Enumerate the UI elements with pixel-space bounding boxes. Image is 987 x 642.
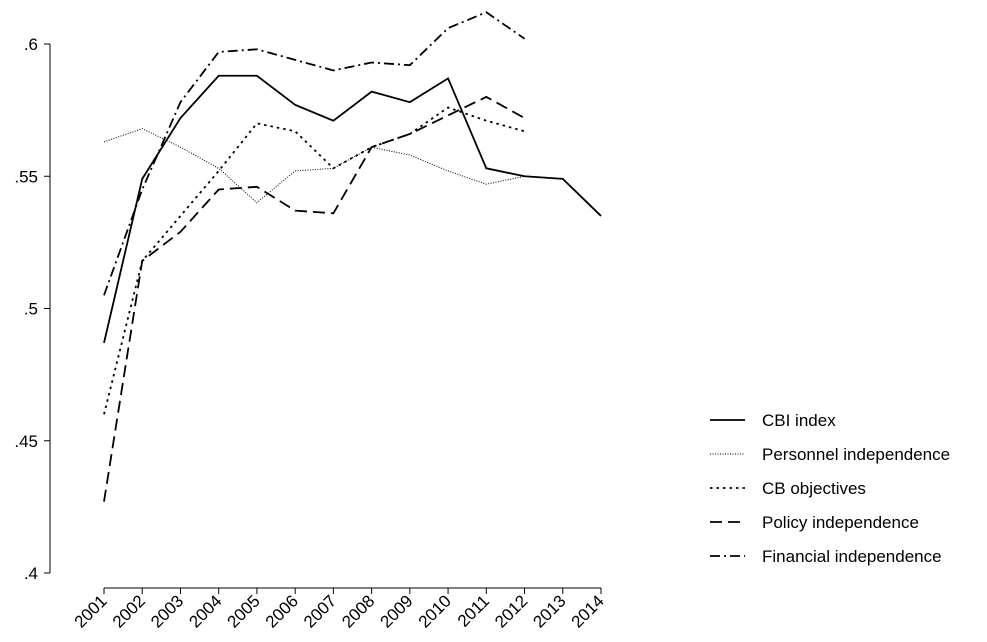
y-tick-label: .6 — [24, 35, 38, 54]
legend-label: Personnel independence — [762, 445, 950, 464]
y-tick-label: .5 — [24, 300, 38, 319]
legend-label: Policy independence — [762, 513, 919, 532]
x-tick-label: 2009 — [376, 591, 416, 631]
y-tick-label: .55 — [14, 167, 38, 186]
x-tick-label: 2011 — [454, 591, 493, 630]
series-line — [103, 11, 526, 296]
legend-label: CB objectives — [762, 479, 866, 498]
x-tick-label: 2001 — [71, 591, 111, 631]
x-tick-label: 2013 — [529, 591, 569, 631]
legend-label: Financial independence — [762, 547, 942, 566]
x-tick-label: 2004 — [185, 591, 225, 631]
y-tick-label: .45 — [14, 432, 38, 451]
x-tick-label: 2005 — [224, 591, 264, 631]
x-tick-label: 2008 — [338, 591, 378, 631]
x-tick-label: 2002 — [109, 591, 149, 631]
legend-label: CBI index — [762, 411, 836, 430]
x-tick-label: 2014 — [568, 591, 608, 631]
x-tick-label: 2007 — [300, 591, 340, 631]
series-line — [103, 128, 525, 204]
x-tick-label: 2012 — [491, 591, 531, 631]
x-tick-label: 2010 — [415, 591, 455, 631]
x-tick-label: 2006 — [262, 591, 302, 631]
series-line — [103, 74, 602, 344]
series-line — [103, 106, 525, 415]
x-tick-label: 2003 — [147, 591, 187, 631]
y-tick-label: .4 — [24, 564, 38, 583]
series-line — [103, 95, 525, 502]
